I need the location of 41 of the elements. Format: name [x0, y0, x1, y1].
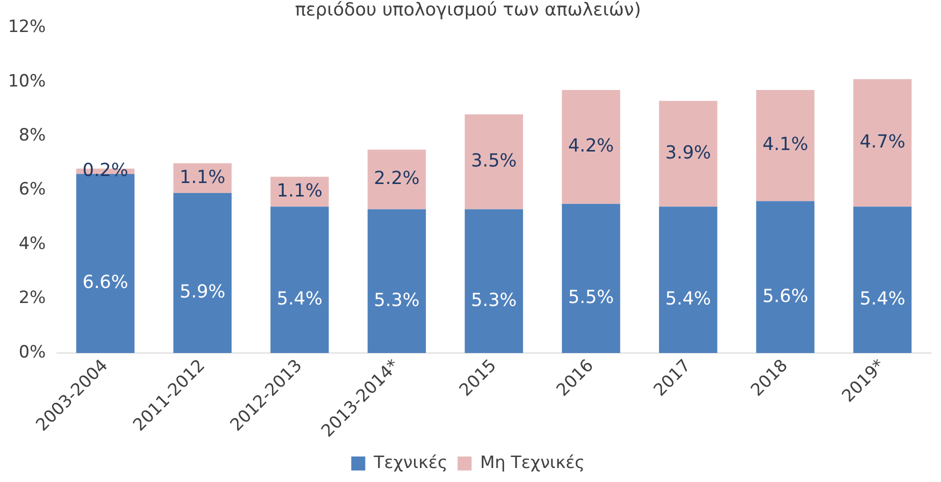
data-label: 3.5% — [471, 150, 517, 172]
bar — [464, 114, 524, 210]
bar — [270, 206, 329, 354]
bar — [173, 193, 232, 354]
bar — [659, 206, 718, 354]
bar — [562, 204, 620, 354]
bar — [756, 90, 814, 202]
data-label: 3.9% — [665, 142, 712, 164]
data-label: 4.1% — [762, 134, 808, 156]
bar — [853, 206, 912, 354]
data-label: 1.1% — [180, 166, 226, 188]
data-label: 2.2% — [374, 168, 420, 190]
data-label: 1.1% — [276, 180, 322, 202]
data-label: 5.3% — [374, 290, 420, 311]
y-tick-label: 10% — [8, 71, 46, 92]
legend-label: Τεχνικές — [372, 452, 448, 473]
data-label: 5.4% — [860, 288, 906, 310]
data-label: 5.5% — [568, 287, 614, 308]
bar — [659, 100, 718, 207]
y-tick-label: 0% — [18, 342, 46, 362]
data-label: 5.4% — [665, 288, 712, 310]
data-label: 5.9% — [180, 282, 226, 303]
y-tick-label: 2% — [18, 288, 46, 308]
data-label: 6.6% — [82, 272, 128, 294]
legend-label: Μη Τεχνικές — [480, 452, 585, 473]
y-tick-label: 6% — [18, 180, 46, 200]
bar — [368, 150, 426, 210]
bar — [464, 209, 524, 354]
data-label: 5.3% — [471, 290, 517, 311]
data-label: 5.6% — [762, 286, 808, 307]
bar — [756, 201, 814, 354]
bar — [368, 209, 426, 354]
data-label: 4.2% — [568, 136, 614, 157]
y-tick-label: 4% — [18, 234, 46, 254]
data-label: 4.7% — [860, 132, 906, 153]
y-tick-label: 12% — [8, 17, 46, 38]
data-label: 5.4% — [276, 288, 322, 310]
y-tick-label: 8% — [18, 126, 46, 146]
bar — [853, 79, 912, 207]
chart-title: περιόδου υπολογισμού των απωλειών) — [294, 0, 642, 20]
bar — [562, 90, 620, 204]
